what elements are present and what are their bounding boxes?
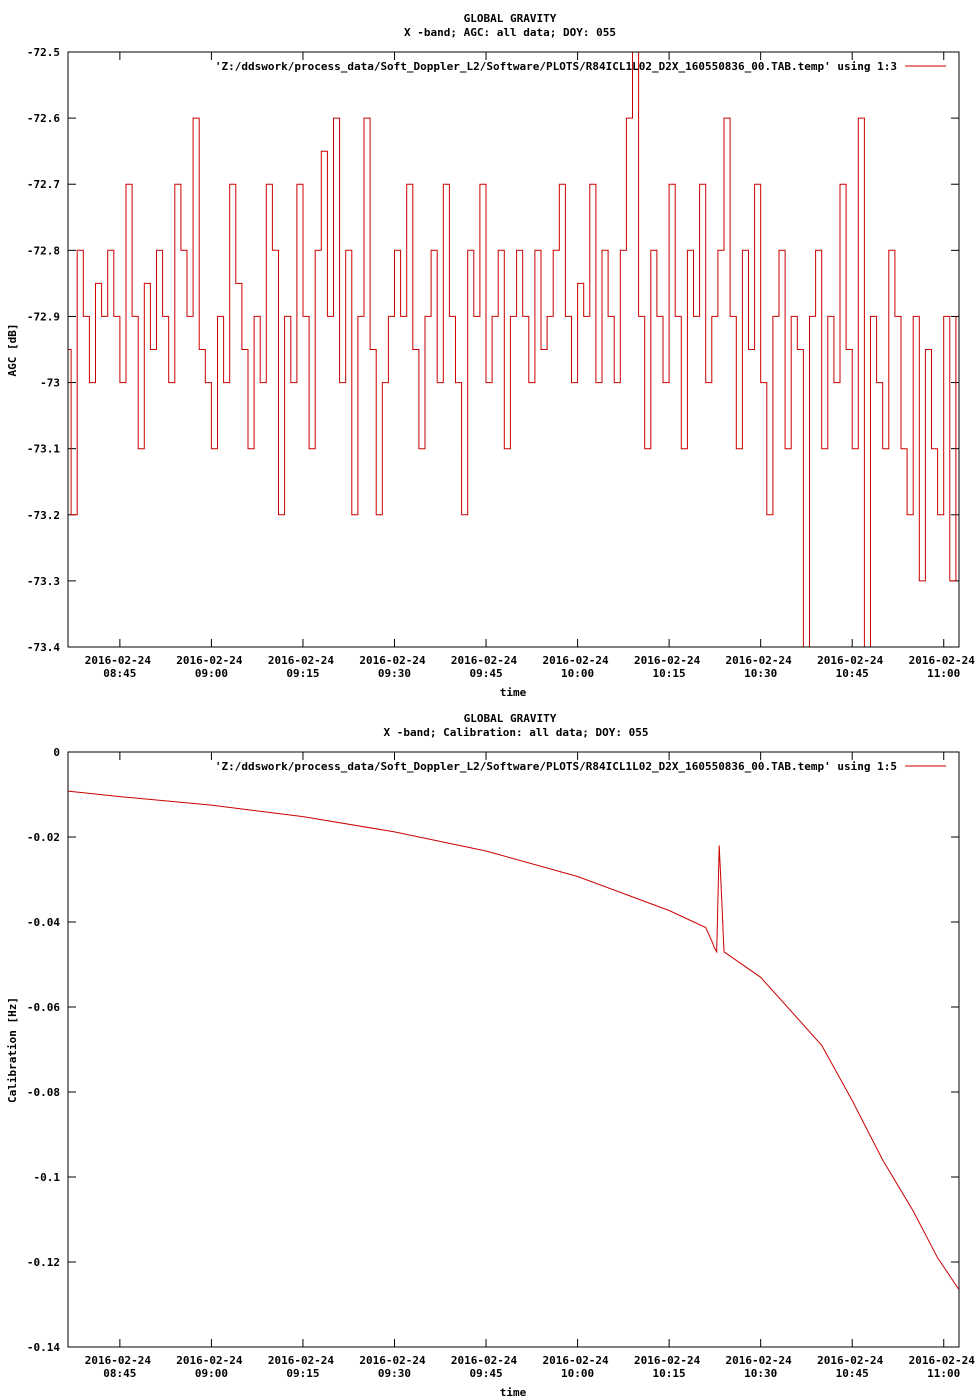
chart-cal-xtick-time: 10:15: [653, 1367, 686, 1380]
chart-cal-ytick-label: -0.12: [27, 1256, 60, 1269]
chart-cal-ytick-label: -0.1: [34, 1171, 61, 1184]
chart-cal-xtick-date: 2016-02-24: [817, 1354, 884, 1367]
chart-agc-xtick-date: 2016-02-24: [268, 654, 335, 667]
chart-cal-xtick-time: 10:45: [836, 1367, 869, 1380]
chart-cal-xtick-time: 09:45: [469, 1367, 502, 1380]
chart-agc-xtick-time: 10:00: [561, 667, 594, 680]
chart-cal-xtick-date: 2016-02-24: [726, 1354, 793, 1367]
chart-cal-xtick-date: 2016-02-24: [909, 1354, 976, 1367]
chart-agc-xtick-date: 2016-02-24: [542, 654, 609, 667]
chart-agc-subtitle: X -band; AGC: all data; DOY: 055: [404, 26, 616, 39]
chart-agc: GLOBAL GRAVITY X -band; AGC: all data; D…: [6, 12, 975, 699]
chart-agc-xtick-date: 2016-02-24: [176, 654, 243, 667]
chart-cal-xtick-time: 10:00: [561, 1367, 594, 1380]
chart-agc-xtick-time: 09:30: [378, 667, 411, 680]
chart-agc-xtick-time: 09:15: [286, 667, 319, 680]
chart-calibration: GLOBAL GRAVITY X -band; Calibration: all…: [6, 712, 975, 1399]
chart-agc-legend-label: 'Z:/ddswork/process_data/Soft_Doppler_L2…: [215, 60, 897, 73]
chart-agc-plot-frame: [67, 51, 960, 648]
chart-agc-xtick-time: 09:45: [469, 667, 502, 680]
chart-agc-xtick-date: 2016-02-24: [909, 654, 976, 667]
chart-cal-legend-label: 'Z:/ddswork/process_data/Soft_Doppler_L2…: [215, 760, 897, 773]
chart-agc-ytick-label: -72.7: [27, 178, 60, 191]
chart-cal-xtick-time: 09:00: [195, 1367, 228, 1380]
chart-agc-ytick-label: -72.5: [27, 46, 60, 59]
chart-agc-ytick-label: -73.3: [27, 575, 60, 588]
chart-agc-ytick-label: -73.4: [27, 641, 60, 654]
chart-agc-xtick-time: 09:00: [195, 667, 228, 680]
chart-agc-xtick-date: 2016-02-24: [359, 654, 426, 667]
chart-agc-ylabel: AGC [dB]: [6, 324, 19, 377]
chart-cal-ytick-label: -0.04: [27, 916, 60, 929]
chart-agc-ytick-label: -73.1: [27, 443, 60, 456]
chart-agc-ytick-label: -72.6: [27, 112, 60, 125]
chart-agc-xtick-time: 08:45: [103, 667, 136, 680]
chart-cal-ytick-label: -0.08: [27, 1086, 60, 1099]
chart-cal-ylabel: Calibration [Hz]: [6, 997, 19, 1103]
chart-cal-plot-frame: [67, 751, 960, 1348]
chart-cal-subtitle: X -band; Calibration: all data; DOY: 055: [384, 726, 649, 739]
chart-agc-ticks: -72.5 -72.6 -72.7 -72.8 -72.9 -73 -73.1 -73.2 -7…: [27, 46, 975, 680]
chart-cal-xtick-date: 2016-02-24: [176, 1354, 243, 1367]
chart-cal-xtick-time: 09:15: [286, 1367, 319, 1380]
chart-agc-xtick-date: 2016-02-24: [85, 654, 152, 667]
chart-cal-ytick-label: 0: [53, 746, 60, 759]
chart-cal-xtick-date: 2016-02-24: [542, 1354, 609, 1367]
chart-agc-xtick-date: 2016-02-24: [451, 654, 518, 667]
chart-cal-xtick-time: 08:45: [103, 1367, 136, 1380]
chart-cal-title: GLOBAL GRAVITY: [464, 712, 557, 725]
chart-agc-xtick-time: 10:15: [653, 667, 686, 680]
chart-cal-ytick-label: -0.02: [27, 831, 60, 844]
chart-cal-xtick-time: 11:00: [927, 1367, 960, 1380]
chart-cal-xlabel: time: [500, 1386, 527, 1399]
chart-agc-ytick-label: -72.8: [27, 244, 60, 257]
chart-cal-xtick-date: 2016-02-24: [85, 1354, 152, 1367]
chart-agc-xlabel: time: [500, 686, 527, 699]
chart-agc-xtick-time: 11:00: [927, 667, 960, 680]
chart-agc-ytick-label: -73: [40, 377, 60, 390]
chart-cal-xtick-date: 2016-02-24: [359, 1354, 426, 1367]
chart-agc-xtick-time: 10:30: [744, 667, 777, 680]
chart-cal-ytick-label: -0.14: [27, 1341, 60, 1354]
chart-agc-xtick-date: 2016-02-24: [634, 654, 701, 667]
chart-cal-xtick-time: 10:30: [744, 1367, 777, 1380]
chart-cal-xtick-date: 2016-02-24: [451, 1354, 518, 1367]
chart-cal-series: [67, 790, 960, 1290]
chart-agc-xtick-date: 2016-02-24: [817, 654, 884, 667]
chart-cal-xtick-date: 2016-02-24: [634, 1354, 701, 1367]
chart-agc-series-line: [68, 51, 957, 648]
chart-cal-ticks: 0 -0.02 -0.04 -0.06 -0.08 -0.1 -0.12 -0.14 2016-…: [27, 746, 975, 1380]
chart-agc-ytick-label: -72.9: [27, 310, 60, 323]
chart-agc-xtick-time: 10:45: [836, 667, 869, 680]
chart-cal-series-line: [67, 790, 960, 1290]
chart-cal-ytick-label: -0.06: [27, 1001, 60, 1014]
chart-cal-xtick-date: 2016-02-24: [268, 1354, 335, 1367]
chart-agc-xtick-date: 2016-02-24: [726, 654, 793, 667]
chart-agc-ytick-label: -73.2: [27, 509, 60, 522]
chart-cal-xtick-time: 09:30: [378, 1367, 411, 1380]
chart-agc-title: GLOBAL GRAVITY: [464, 12, 557, 25]
chart-agc-series: [68, 51, 957, 648]
